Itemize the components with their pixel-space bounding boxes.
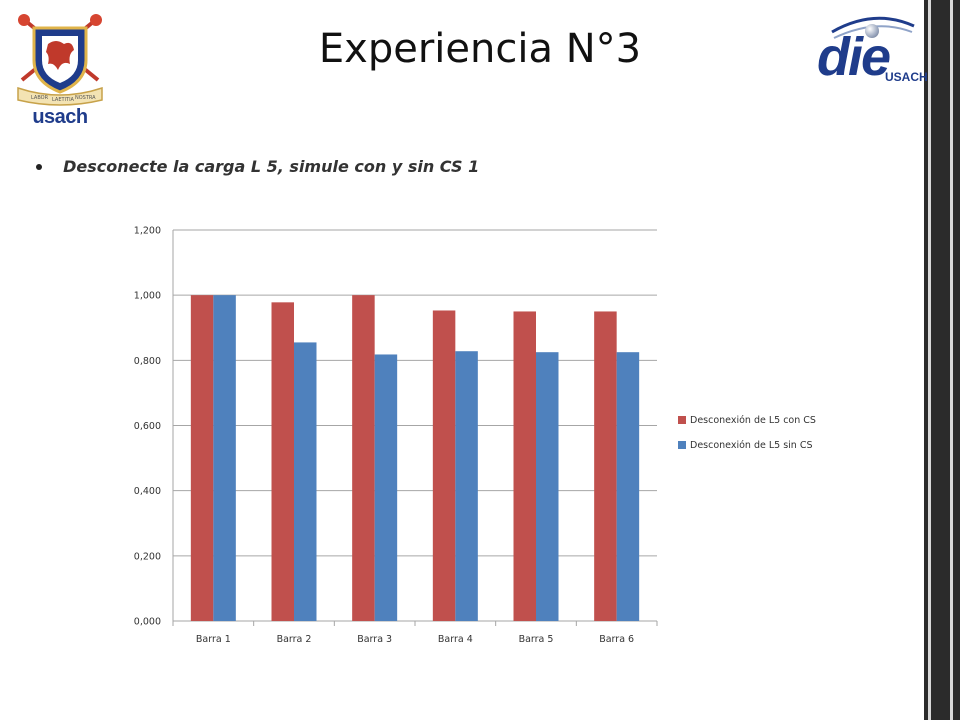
legend-swatch — [678, 441, 686, 449]
y-tick-label: 0,200 — [134, 551, 161, 562]
x-tick-label: Barra 3 — [357, 634, 392, 645]
y-tick-label: 1,200 — [134, 226, 161, 237]
bullet-item: Desconecte la carga L 5, simule con y si… — [36, 156, 479, 176]
edge-stripe — [928, 0, 931, 720]
usach-logo: LABOR LAETITIA NOSTRA usach — [12, 10, 108, 128]
x-tick-label: Barra 5 — [519, 634, 554, 645]
right-edge-decoration — [924, 0, 960, 720]
bar-chart: 0,000 0,200 0,400 0,600 0,800 1,000 1,200 Barra… — [134, 226, 816, 646]
page-title: Experiencia N°3 — [318, 26, 642, 72]
y-tick-label: 0,000 — [134, 617, 161, 628]
bar — [536, 352, 559, 621]
y-tick-label: 0,800 — [134, 356, 161, 367]
bar — [594, 311, 617, 621]
die-wordmark: die — [817, 27, 891, 87]
bar — [455, 351, 478, 621]
y-tick-label: 0,400 — [134, 486, 161, 497]
usach-crest-icon: LABOR LAETITIA NOSTRA — [17, 14, 103, 106]
bar — [432, 310, 456, 621]
bar — [294, 342, 317, 621]
bar — [213, 295, 236, 621]
die-logo: die USACH — [814, 14, 928, 94]
x-tick-label: Barra 1 — [196, 634, 231, 645]
edge-stripe — [950, 0, 953, 720]
legend-label: Desconexión de L5 con CS — [690, 415, 816, 426]
motto-text: LAETITIA — [52, 97, 75, 103]
die-sub-text: USACH — [885, 70, 928, 84]
die-dot-icon — [865, 24, 879, 38]
legend-label: Desconexión de L5 sin CS — [690, 440, 813, 451]
y-tick-label: 0,600 — [134, 421, 161, 432]
usach-wordmark: usach — [32, 106, 88, 128]
legend-swatch — [678, 416, 686, 424]
bar — [513, 311, 536, 621]
motto-text: NOSTRA — [75, 95, 96, 101]
x-tick-label: Barra 6 — [599, 634, 634, 645]
bullet-dot-icon — [36, 163, 42, 170]
bar — [271, 302, 294, 621]
bar — [374, 354, 398, 621]
bar — [190, 295, 214, 621]
x-tick-label: Barra 4 — [438, 634, 473, 645]
y-tick-label: 1,000 — [134, 291, 161, 302]
bar — [352, 295, 375, 621]
bar — [616, 352, 640, 621]
bullet-text: Desconecte la carga L 5, simule con y si… — [63, 157, 480, 176]
motto-text: LABOR — [31, 95, 49, 101]
x-tick-label: Barra 2 — [277, 634, 312, 645]
